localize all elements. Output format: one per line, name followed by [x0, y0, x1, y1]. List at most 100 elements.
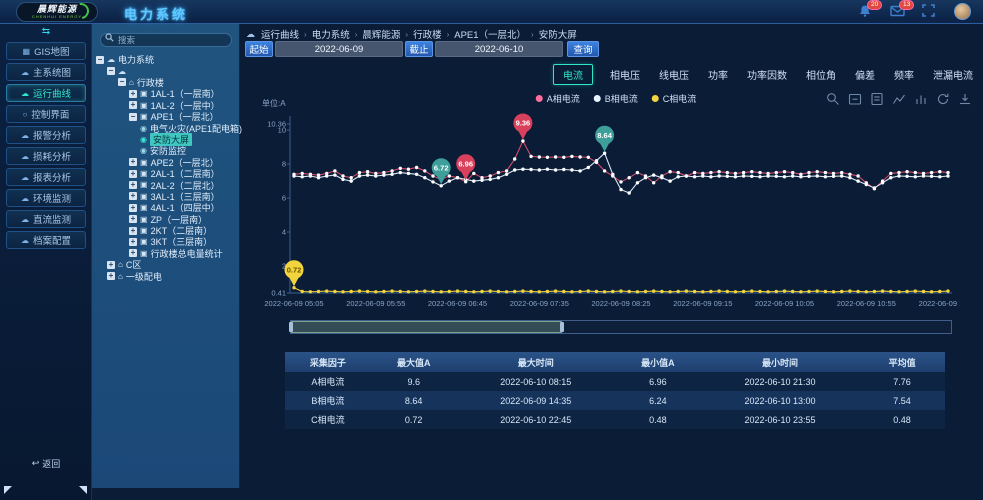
tab-相位角[interactable]: 相位角 [806, 71, 836, 82]
tree-toggle-icon[interactable]: − [96, 54, 104, 64]
tree-toggle-icon[interactable]: − [107, 66, 115, 76]
tree-toggle-icon[interactable]: + [107, 259, 115, 269]
tree-toggle-icon[interactable]: + [129, 179, 137, 189]
sidebar-item-直流监测[interactable]: ☁ 直流监测 [6, 210, 86, 228]
tab-相电压[interactable]: 相电压 [610, 71, 640, 82]
tree-node-2AL-1（二层南）[interactable]: + ▣ 2AL-1（二层南） [96, 168, 239, 179]
table-header-row: 采集因子 最大值A 最大时间 最小值A 最小时间 平均值 [285, 352, 945, 372]
tree-toggle-icon[interactable]: + [129, 248, 137, 258]
tree-toggle-icon[interactable]: + [129, 236, 137, 246]
sidebar-item-GIS地图[interactable]: ▦ GIS地图 [6, 42, 86, 60]
tab-频率[interactable]: 频率 [894, 71, 914, 82]
tree-toggle-icon[interactable]: + [129, 168, 137, 178]
breadcrumb-item[interactable]: 行政楼 [413, 30, 442, 41]
breadcrumb-item[interactable]: APE1（一层北） [454, 30, 527, 41]
sidebar-item-运行曲线[interactable]: ☁ 运行曲线 [6, 84, 86, 102]
tree-node-label: 1AL-1（一层南） [150, 89, 220, 100]
tree-node-安防大屏[interactable]: ◉ 安防大屏 [96, 132, 239, 146]
table-row[interactable]: C相电流 0.72 2022-06-10 22:45 0.48 2022-06-10 2… [285, 410, 945, 429]
tree-search-input[interactable] [100, 33, 232, 47]
tree-node-APE2（一层北）[interactable]: + ▣ APE2（一层北） [96, 157, 239, 168]
sidebar-item-报表分析[interactable]: ☁ 报表分析 [6, 168, 86, 186]
zoom-reset-icon[interactable] [848, 92, 862, 106]
tab-电流[interactable]: 电流 [553, 64, 593, 85]
legend-item-A相电流[interactable]: A相电流 [535, 92, 580, 105]
datazoom-right-handle[interactable] [559, 322, 564, 332]
tree-node-1AL-1（一层南）[interactable]: + ▣ 1AL-1（一层南） [96, 88, 239, 99]
tree-node-2KT（二层南）[interactable]: + ▣ 2KT（二层南） [96, 225, 239, 236]
tree-node-unnamed[interactable]: − ☁ [96, 65, 239, 76]
tree-toggle-icon[interactable]: + [129, 191, 137, 201]
tree-toggle-icon[interactable]: + [129, 225, 137, 235]
tree-node-3KT（三层南）[interactable]: + ▣ 3KT（三层南） [96, 236, 239, 247]
breadcrumb-item[interactable]: 安防大屏 [538, 30, 577, 41]
area-zoom-icon[interactable] [826, 92, 840, 106]
breadcrumb-item[interactable]: 电力系统 [311, 30, 350, 41]
tree-toggle-icon[interactable]: − [118, 77, 126, 87]
datazoom-selection[interactable] [291, 321, 562, 333]
tree-node-1AL-2（一层中）[interactable]: + ▣ 1AL-2（一层中） [96, 100, 239, 111]
datazoom-slider[interactable] [289, 320, 952, 334]
user-avatar[interactable] [954, 3, 971, 20]
datazoom-left-handle[interactable] [289, 322, 293, 332]
table-row[interactable]: B相电流 8.64 2022-06-09 14:35 6.24 2022-06-10 1… [285, 391, 945, 410]
table-row[interactable]: A相电流 9.6 2022-06-10 08:15 6.96 2022-06-10 21… [285, 372, 945, 391]
tab-线电压[interactable]: 线电压 [659, 71, 689, 82]
breadcrumb-item[interactable]: 运行曲线 [261, 30, 300, 41]
tree-toggle-icon[interactable]: − [129, 111, 137, 121]
line-chart-icon[interactable] [892, 92, 906, 106]
tree-toggle-icon[interactable]: + [129, 157, 137, 167]
sidebar-item-档案配置[interactable]: ☁ 档案配置 [6, 231, 86, 249]
tree-node-电气火灾(APE1配电箱)[interactable]: ◉ 电气火灾(APE1配电箱) [96, 122, 242, 134]
tree-node-APE1（一层北）[interactable]: − ▣ APE1（一层北） [96, 111, 239, 122]
tab-功率[interactable]: 功率 [708, 71, 728, 82]
trend-chart-panel: 单位:A A相电流 B相电流 C相电流 10.36 10 8 6 4 2 0.41 2022-06… [260, 88, 972, 348]
tree-node-C区[interactable]: + ⌂ C区 [96, 259, 239, 270]
box-icon: ▣ [140, 214, 148, 224]
end-date-input[interactable]: 2022-06-10 [435, 41, 563, 57]
fullscreen-button[interactable] [922, 3, 938, 20]
bar-chart-icon[interactable] [914, 92, 928, 106]
start-date-input[interactable]: 2022-06-09 [275, 41, 403, 57]
tree-node-label: 电力系统 [118, 55, 155, 66]
building-icon: ⌂ [118, 260, 123, 270]
sidebar-item-环境监测[interactable]: ☁ 环境监测 [6, 189, 86, 207]
tab-偏差[interactable]: 偏差 [855, 71, 875, 82]
query-button[interactable]: 查询 [567, 41, 599, 57]
messages-button[interactable]: 13 [890, 0, 915, 20]
data-view-icon[interactable] [870, 92, 884, 106]
tree-node-4AL-1（四层中）[interactable]: + ▣ 4AL-1（四层中） [96, 202, 239, 213]
notifications-button[interactable]: 20 [858, 0, 883, 20]
sidebar-item-控制界面[interactable]: ○ 控制界面 [6, 105, 86, 123]
tree-toggle-icon[interactable]: + [129, 100, 137, 110]
back-button[interactable]: ↩ 返回 [24, 456, 68, 470]
save-image-icon[interactable] [958, 92, 972, 106]
restore-icon[interactable] [936, 92, 950, 106]
tree-node-行政楼总电量统计[interactable]: + ▣ 行政楼总电量统计 [96, 248, 239, 259]
end-date-label-button[interactable]: 截止 [405, 41, 433, 57]
legend-item-B相电流[interactable]: B相电流 [593, 92, 638, 105]
breadcrumb-item[interactable]: 晨辉能源 [362, 30, 401, 41]
sidebar-item-损耗分析[interactable]: ☁ 损耗分析 [6, 147, 86, 165]
sidebar-item-报警分析[interactable]: ☁ 报警分析 [6, 126, 86, 144]
tree-node-ZP（一层南）[interactable]: + ▣ ZP（一层南） [96, 213, 239, 225]
legend-item-C相电流[interactable]: C相电流 [651, 92, 696, 105]
tab-泄漏电流[interactable]: 泄漏电流 [933, 71, 973, 82]
start-date-label-button[interactable]: 起始 [245, 41, 273, 57]
tab-功率因数[interactable]: 功率因数 [747, 71, 787, 82]
tree-node-行政楼[interactable]: − ⌂ 行政楼 [96, 77, 239, 88]
tree-node-电力系统[interactable]: − ☁ 电力系统 [96, 54, 239, 65]
tree-toggle-icon[interactable]: + [129, 214, 137, 224]
tree-toggle-icon[interactable]: + [129, 88, 137, 98]
svg-text:2022-06-09 05:05: 2022-06-09 05:05 [264, 299, 323, 308]
tree-toggle-icon[interactable]: + [129, 202, 137, 212]
messages-badge: 13 [899, 0, 915, 10]
tree-node-安防监控[interactable]: ◉ 安防监控 [96, 145, 239, 156]
sidebar-collapse-button[interactable]: ⇆ [41, 26, 51, 37]
tree-node-3AL-1（三层南）[interactable]: + ▣ 3AL-1（三层南） [96, 191, 239, 202]
tree-node-2AL-2（二层北）[interactable]: + ▣ 2AL-2（二层北） [96, 179, 239, 191]
sidebar-item-主系统图[interactable]: ☁ 主系统图 [6, 63, 86, 81]
tree-node-一级配电[interactable]: + ⌂ 一级配电 [96, 270, 239, 282]
tree-toggle-icon[interactable]: + [107, 271, 115, 281]
